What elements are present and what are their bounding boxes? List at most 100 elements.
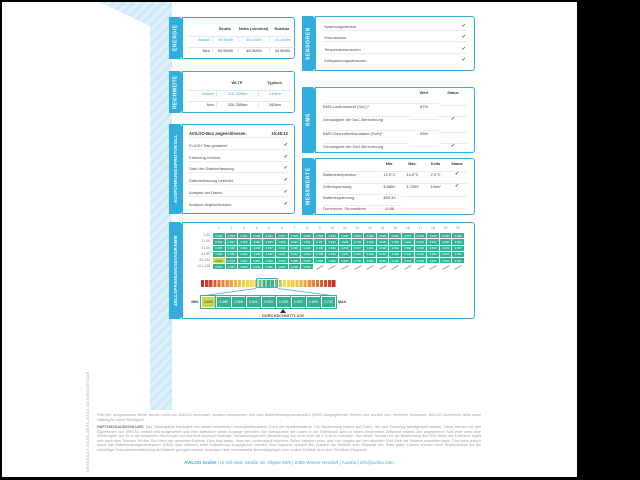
check-icon: ✓ [450,143,456,149]
cell-voltage: 3.697 [427,239,439,245]
cell-voltage: 3.694 [250,245,263,251]
max-cell [401,196,424,198]
cell-voltage: 3.690 [427,245,439,251]
cell-voltage: 3.680 [213,257,225,264]
check-icon: ✓ [461,57,466,64]
cell-voltage: 3.695 [414,251,427,257]
messwerte-table: Min. Max. Delta Status Batterietemperatur 12.… [323,162,467,211]
cell-voltage: 3.699 [326,251,338,257]
cell-voltage: 3.691 [238,257,250,264]
cell-voltage: 3.695 [439,257,452,264]
status-cell: ✓ [439,116,467,122]
disclaimer-block: *Die hier ausgelesenen Werte wurden nich… [97,413,481,452]
column-number: 3 [243,226,245,230]
zoom-connector-lines [200,288,337,297]
status-cell: ✓ [439,143,467,149]
section-bar-bms: BMS [302,87,315,153]
status-cell [439,132,467,133]
cell-voltage: 3.697 [439,251,452,257]
cell-voltage: 3.693 [351,233,364,239]
cell-voltage: 3.693 [301,245,313,251]
column-number: 8 [306,226,308,230]
cell-voltage: 3.697 [225,239,238,245]
cell-voltage: 3.691 [364,245,376,251]
cell-voltage: 3.692 [238,264,250,270]
value-cell: 45.1kWh [238,35,269,42]
column-number: 16 [405,226,410,230]
delta-cell: 2.0°C [424,171,447,177]
cell-voltage: 3.690 [351,251,364,257]
cell-voltage: 3.698 [414,257,427,264]
row-label: Batterietemperatur [323,171,378,177]
column-number: 6 [280,226,283,230]
check-icon: ✓ [283,200,288,207]
test-id-vertical: 5EFA6CA7-9A89-4EFA-870A-3A49EC0F24A8 [85,371,90,473]
section-bar-messwerte: MESSWERTE [302,158,315,215]
empty-cell-slot [364,264,376,269]
cell-voltage: 3.690 [338,233,351,239]
cell-voltage: 3.695 [338,245,351,251]
item-label: FLASH Test gestartet. [189,142,229,148]
item-label: Start der Datenerfassung. [189,166,235,172]
status-cell: ✓ [447,171,467,177]
column-header: Max. [408,162,417,166]
wert-cell [409,145,439,147]
zoom-cell-voltage: 3.695 [275,295,292,309]
column-number: 13 [368,226,372,230]
cell-voltage: 3.693 [238,251,250,257]
check-icon: ✓ [461,34,466,41]
row-label: Durchschn. Stromstärke [323,205,378,211]
item-label: AVILOO-Box angeschlossen. [189,130,247,136]
column-header: Delta [430,162,441,166]
check-icon: ✓ [461,45,466,52]
row-label: Genauigkeit der SoH-Berechnung [323,143,409,149]
list-item: Analyse der Daten. ✓ [188,189,289,198]
cell-range-label: 21-40 [201,239,210,244]
section-bar-energie: ENERGIE [169,17,182,59]
wert-cell [409,118,439,120]
cell-voltage: 3.698 [313,257,326,264]
cell-voltage: 3.694 [275,264,288,270]
column-number: 14 [380,226,385,230]
check-icon: ✓ [283,141,288,148]
cell-voltage: 3.693 [263,257,275,264]
column-number: 11 [342,226,347,230]
column-header: Status [451,162,463,166]
cell-voltage: 3.694 [225,233,238,239]
column-number: 17 [418,226,423,230]
section-bar-sensoren: SENSOREN [302,16,315,71]
delta-cell [424,207,447,209]
zellspannungsdiagramm-panel: 1 2 3 4 5 6 7 8 9 10 11 12 13 14 15 16 17 18 19 20 1-20 3.690… [182,222,475,319]
list-item: Spannungssensor ✓ [323,23,467,31]
empty-cell-slot [427,264,439,269]
cell-voltage: 3.696 [338,239,351,245]
wert-cell: 93% [409,129,439,136]
cell-voltage: 3.693 [401,257,414,264]
check-icon: ✓ [454,182,460,189]
column-number: 15 [393,226,397,230]
energie-panel: Brutto Netto (nominal) Nutzbar Aktuell 49.4k… [182,17,295,59]
reichweite-panel: WLTP Typisch Aktuell 310-340km 249km Neu 320-3… [182,71,295,113]
column-header: Typisch [267,80,282,86]
value-cell: 260km [258,100,291,107]
empty-cell-slot [339,264,351,269]
company-address[interactable]: | IZ NÖ-Süd, Straße 16, Objekt 69/5 | 23… [216,460,394,465]
cell-voltage: 3.699 [364,233,376,239]
list-item: FLASH Test gestartet. ✓ [188,142,289,150]
value-cell: 49.4kWh [212,35,238,42]
wert-cell: 87% [409,102,439,109]
energie-table: Brutto Netto (nominal) Nutzbar Aktuell 49.4k… [188,21,295,55]
column-number: 4 [255,226,258,230]
check-icon: ✓ [461,22,466,29]
check-icon: ✓ [283,189,288,196]
section-bar-ausfuehrungsprotokoll: AUSFÜHRUNGSPROTOKOLL [169,124,182,214]
cell-voltage: 3.702 [351,257,364,264]
column-number: 9 [318,226,321,230]
cell-voltage: 3.690 [301,264,313,270]
column-number: 20 [456,226,460,230]
item-label: Temperatursensoren [324,46,361,52]
item-label: Zellspannungssensoren [324,58,367,64]
cell-voltage: 3.691 [238,245,250,251]
zoom-cell-voltage: 3.699 [305,295,322,309]
item-label: Stromsensor [324,35,347,41]
